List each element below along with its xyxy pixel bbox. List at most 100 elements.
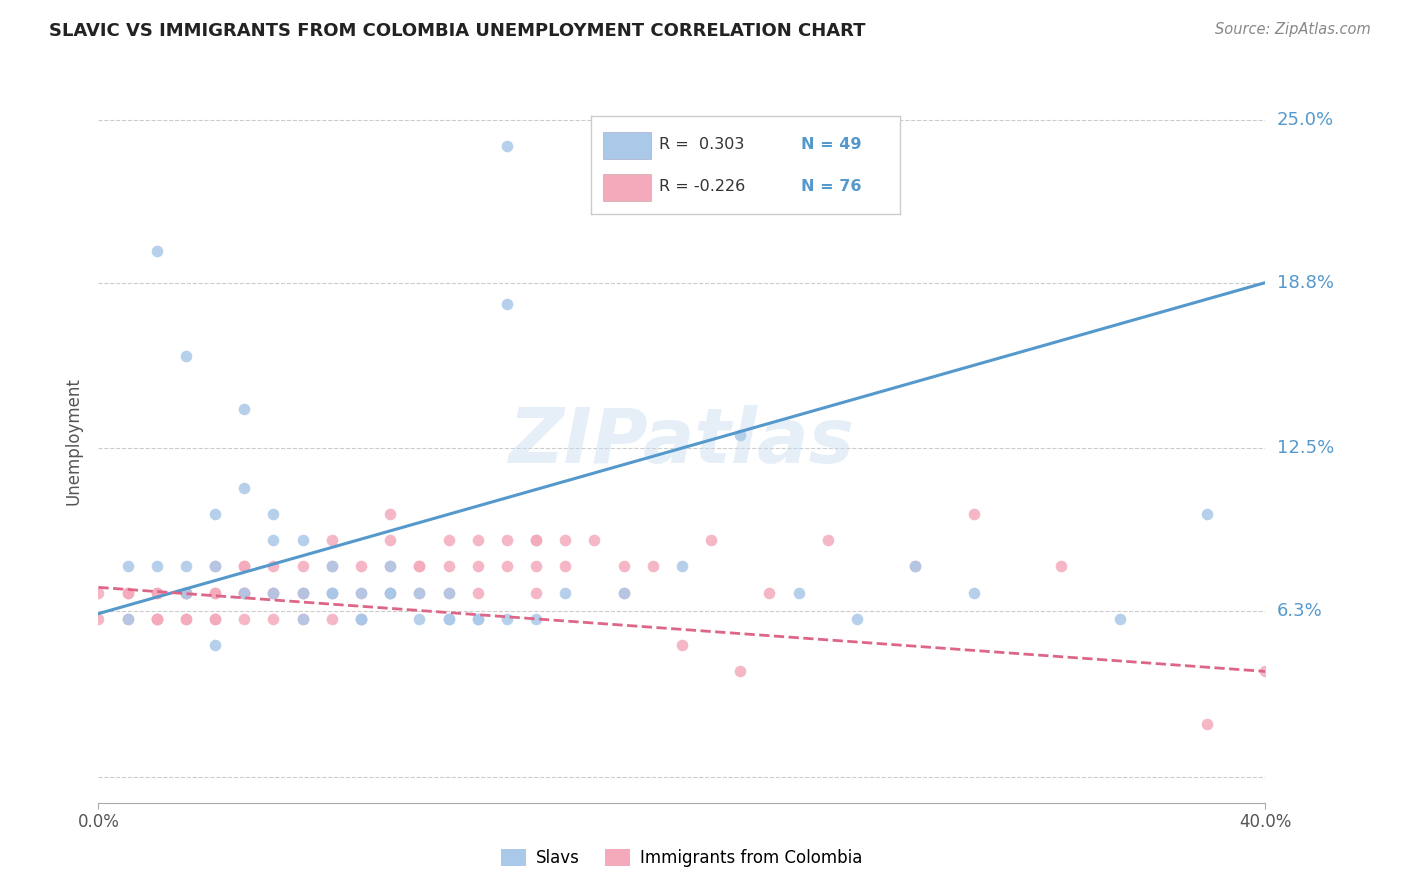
Point bbox=[408, 585, 430, 599]
Point bbox=[962, 585, 984, 599]
Point bbox=[204, 585, 226, 599]
Point bbox=[408, 585, 430, 599]
Point bbox=[321, 585, 343, 599]
Point bbox=[671, 559, 693, 574]
Bar bbox=[603, 132, 651, 159]
Point bbox=[467, 559, 489, 574]
Text: 12.5%: 12.5% bbox=[1277, 439, 1334, 457]
Point bbox=[204, 559, 226, 574]
Point bbox=[437, 533, 460, 547]
Point bbox=[496, 533, 519, 547]
Point bbox=[204, 612, 226, 626]
Point bbox=[174, 349, 197, 363]
Point bbox=[262, 585, 284, 599]
Point bbox=[496, 139, 519, 153]
Point bbox=[437, 559, 460, 574]
Point bbox=[204, 559, 226, 574]
Point bbox=[350, 585, 373, 599]
Point bbox=[380, 507, 402, 521]
Point bbox=[146, 585, 169, 599]
Point bbox=[758, 585, 780, 599]
Point bbox=[554, 533, 576, 547]
Point bbox=[291, 585, 314, 599]
Text: R = -0.226: R = -0.226 bbox=[658, 179, 745, 194]
Point bbox=[437, 612, 460, 626]
Point bbox=[1108, 612, 1130, 626]
Point bbox=[350, 612, 373, 626]
Point bbox=[146, 244, 169, 258]
Point bbox=[380, 585, 402, 599]
Point bbox=[117, 612, 139, 626]
Point bbox=[204, 612, 226, 626]
Point bbox=[117, 585, 139, 599]
Point bbox=[408, 559, 430, 574]
Point bbox=[904, 559, 927, 574]
Point bbox=[233, 481, 256, 495]
Point bbox=[380, 585, 402, 599]
Point bbox=[380, 585, 402, 599]
Point bbox=[730, 428, 752, 442]
Point bbox=[174, 585, 197, 599]
Point bbox=[174, 612, 197, 626]
Point bbox=[233, 585, 256, 599]
Point bbox=[146, 612, 169, 626]
Point bbox=[1195, 507, 1218, 521]
Point bbox=[524, 585, 547, 599]
Point bbox=[233, 585, 256, 599]
Point bbox=[524, 533, 547, 547]
Point bbox=[1254, 665, 1277, 679]
Point bbox=[408, 559, 430, 574]
Point bbox=[291, 533, 314, 547]
Point bbox=[174, 585, 197, 599]
Point bbox=[291, 585, 314, 599]
Point bbox=[204, 507, 226, 521]
Point bbox=[233, 559, 256, 574]
Point bbox=[291, 559, 314, 574]
Point bbox=[262, 533, 284, 547]
Point bbox=[262, 507, 284, 521]
Point bbox=[321, 533, 343, 547]
Point bbox=[612, 559, 634, 574]
Point bbox=[262, 585, 284, 599]
Point bbox=[321, 559, 343, 574]
Point bbox=[496, 612, 519, 626]
Point bbox=[1195, 717, 1218, 731]
Bar bbox=[603, 174, 651, 202]
Text: Source: ZipAtlas.com: Source: ZipAtlas.com bbox=[1215, 22, 1371, 37]
Point bbox=[467, 585, 489, 599]
Point bbox=[233, 585, 256, 599]
Point bbox=[496, 296, 519, 310]
Point bbox=[467, 533, 489, 547]
Text: N = 49: N = 49 bbox=[801, 136, 862, 152]
Point bbox=[554, 559, 576, 574]
Point bbox=[437, 585, 460, 599]
Point bbox=[380, 559, 402, 574]
Point bbox=[1050, 559, 1073, 574]
Point bbox=[817, 533, 839, 547]
Point bbox=[146, 559, 169, 574]
Point bbox=[730, 665, 752, 679]
Point bbox=[321, 585, 343, 599]
Point bbox=[524, 533, 547, 547]
Point bbox=[87, 585, 110, 599]
Point bbox=[350, 585, 373, 599]
Point bbox=[350, 559, 373, 574]
Point bbox=[612, 585, 634, 599]
Point bbox=[117, 612, 139, 626]
Point bbox=[350, 612, 373, 626]
Point bbox=[291, 612, 314, 626]
Y-axis label: Unemployment: Unemployment bbox=[65, 377, 83, 506]
Point bbox=[291, 585, 314, 599]
Point bbox=[233, 559, 256, 574]
Point bbox=[904, 559, 927, 574]
Point bbox=[641, 559, 664, 574]
Text: 6.3%: 6.3% bbox=[1277, 602, 1322, 620]
Text: SLAVIC VS IMMIGRANTS FROM COLOMBIA UNEMPLOYMENT CORRELATION CHART: SLAVIC VS IMMIGRANTS FROM COLOMBIA UNEMP… bbox=[49, 22, 866, 40]
Point bbox=[174, 585, 197, 599]
Point bbox=[554, 585, 576, 599]
Point bbox=[262, 559, 284, 574]
Point bbox=[380, 559, 402, 574]
Point bbox=[467, 612, 489, 626]
Text: 18.8%: 18.8% bbox=[1277, 274, 1333, 292]
Point bbox=[321, 585, 343, 599]
